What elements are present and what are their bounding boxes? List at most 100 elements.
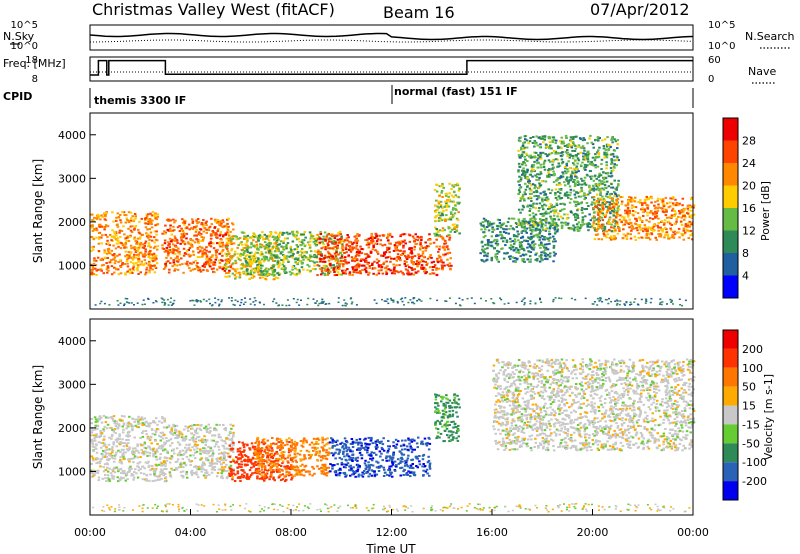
echo-cell [137,248,140,251]
echo-cell [195,229,198,232]
echo-cell [440,219,444,222]
echo-cell [448,198,451,201]
echo-cell [135,242,138,245]
echo-cell [659,207,663,209]
echo-cell [602,199,605,202]
echo-cell [212,231,215,234]
echo-cell [131,272,134,274]
echo-cell [303,245,307,248]
echo-cell [97,457,100,460]
echo-cell [522,218,525,221]
echo-cell [625,237,629,240]
echo-cell [321,272,324,275]
echo-cell [364,266,368,269]
echo-cell [279,252,283,255]
echo-cell [102,272,105,275]
echo-cell [163,301,166,304]
echo-cell [311,268,315,271]
echo-cell [227,217,230,220]
echo-cell [205,254,209,257]
echo-cell [221,226,224,229]
echo-cell [591,217,594,220]
echo-cell [673,215,676,217]
echo-cell [528,140,532,143]
echo-cell [155,257,158,260]
echo-cell [361,269,364,271]
echo-cell [336,262,339,265]
echo-cell [268,250,271,253]
echo-cell [532,215,536,218]
echo-cell [292,298,295,300]
echo-cell [541,151,545,154]
echo-cell [249,271,253,274]
echo-cell [311,260,315,263]
echo-cell [590,203,593,206]
echo-cell [279,240,283,243]
echo-cell [209,302,211,305]
echo-cell [323,231,327,234]
echo-cell [131,452,134,455]
echo-cell [451,223,455,226]
echo-cell [155,448,159,451]
echo-cell [584,164,587,167]
echo-cell [592,226,596,229]
echo-cell [389,269,392,272]
echo-cell [684,223,688,226]
echo-cell [198,245,201,248]
echo-cell [689,234,692,237]
echo-cell [580,183,583,186]
echo-cell [326,256,329,259]
echo-cell [605,236,608,239]
echo-cell [490,256,494,259]
echo-cell [308,246,312,249]
echo-cell [404,265,408,268]
echo-cell [175,264,179,267]
echo-cell [584,297,587,300]
echo-cell [261,264,264,267]
echo-cell [165,218,169,221]
echo-cell [357,266,360,269]
echo-cell [538,207,541,209]
echo-cell [527,222,531,225]
echo-cell [565,164,569,167]
echo-cell [554,231,557,234]
echo-cell [152,455,155,458]
echo-cell [138,220,141,223]
echo-cell [685,225,689,228]
echo-cell [113,428,117,431]
echo-cell [532,216,536,219]
echo-cell [139,456,142,459]
echo-cell [164,462,167,465]
echo-cell [235,275,238,278]
echo-cell [671,209,674,212]
echo-cell [237,244,240,247]
echo-cell [377,260,381,263]
echo-cell [547,175,550,178]
echo-cell [202,238,205,241]
echo-cell [433,216,437,219]
echo-cell [127,227,130,230]
echo-cell [442,261,445,264]
echo-cell [173,269,176,272]
echo-cell [521,162,524,165]
echo-cell [524,164,528,167]
echo-cell [136,443,139,446]
echo-cell [224,225,227,228]
echo-cell [328,254,331,257]
echo-cell [530,246,533,249]
echo-cell [153,265,157,268]
echo-cell [665,208,668,211]
echo-cell [277,243,280,246]
echo-cell [629,221,632,224]
echo-cell [111,211,114,214]
echo-cell [626,222,629,224]
echo-cell [272,242,276,245]
echo-cell [593,159,597,162]
echo-cell [508,227,511,230]
echo-cell [263,268,267,271]
echo-cell [383,253,386,256]
echo-cell [575,171,578,174]
echo-cell [341,249,345,251]
echo-cell [659,226,662,229]
echo-cell [228,275,231,278]
